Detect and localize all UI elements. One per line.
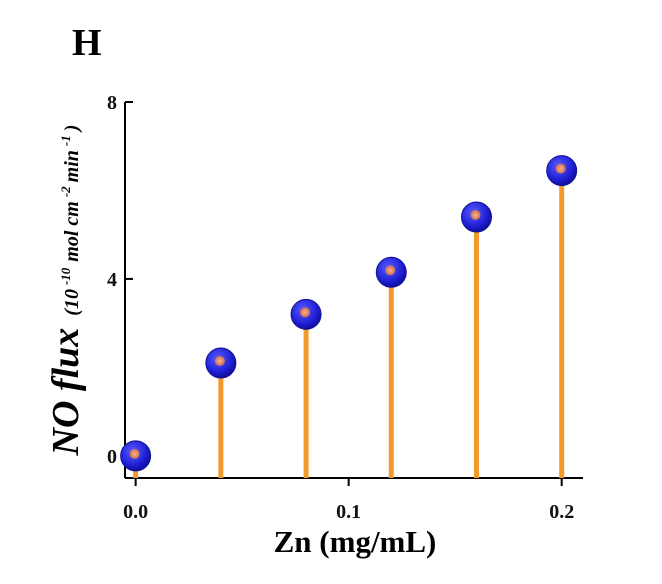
y-tick-label: 8 bbox=[107, 92, 117, 114]
data-point-highlight bbox=[470, 210, 481, 221]
x-tick-label: 0.1 bbox=[336, 501, 361, 523]
markers bbox=[120, 155, 578, 472]
x-axis-title: Zn (mg/mL) bbox=[274, 524, 437, 559]
data-point-highlight bbox=[129, 448, 140, 459]
data-point-highlight bbox=[385, 265, 396, 276]
data-point-highlight bbox=[300, 307, 311, 318]
y-tick-label: 4 bbox=[107, 269, 117, 291]
x-ticks: 0.0 0.1 0.2 bbox=[123, 478, 574, 523]
y-title-unit-exp2: -2 bbox=[58, 186, 73, 197]
y-axis-title-group: NO flux (10 -10 mol cm -2 min -1 ) bbox=[45, 125, 87, 457]
data-point-highlight bbox=[555, 163, 566, 174]
stems bbox=[133, 170, 565, 478]
axes: 0 4 8 0.0 0.1 0.2 bbox=[107, 92, 583, 523]
x-tick-label: 0.0 bbox=[123, 501, 148, 523]
y-title-unit-prefix: (10 bbox=[61, 289, 83, 316]
x-tick-label: 0.2 bbox=[549, 501, 574, 523]
y-title-unit-mid: mol cm bbox=[61, 201, 83, 262]
y-ticks: 0 4 8 bbox=[107, 92, 133, 468]
y-tick-label: 0 bbox=[107, 446, 117, 468]
y-axis-title: NO flux (10 -10 mol cm -2 min -1 ) bbox=[45, 125, 87, 457]
y-title-main: NO flux bbox=[45, 328, 87, 457]
y-title-unit-exp1: -10 bbox=[58, 267, 73, 285]
y-title-unit-mid2: min bbox=[61, 150, 83, 182]
y-title-unit-exp3: -1 bbox=[58, 135, 73, 146]
data-point-highlight bbox=[214, 355, 225, 366]
panel-label: H bbox=[72, 22, 102, 64]
y-title-unit-suffix: ) bbox=[61, 125, 83, 134]
